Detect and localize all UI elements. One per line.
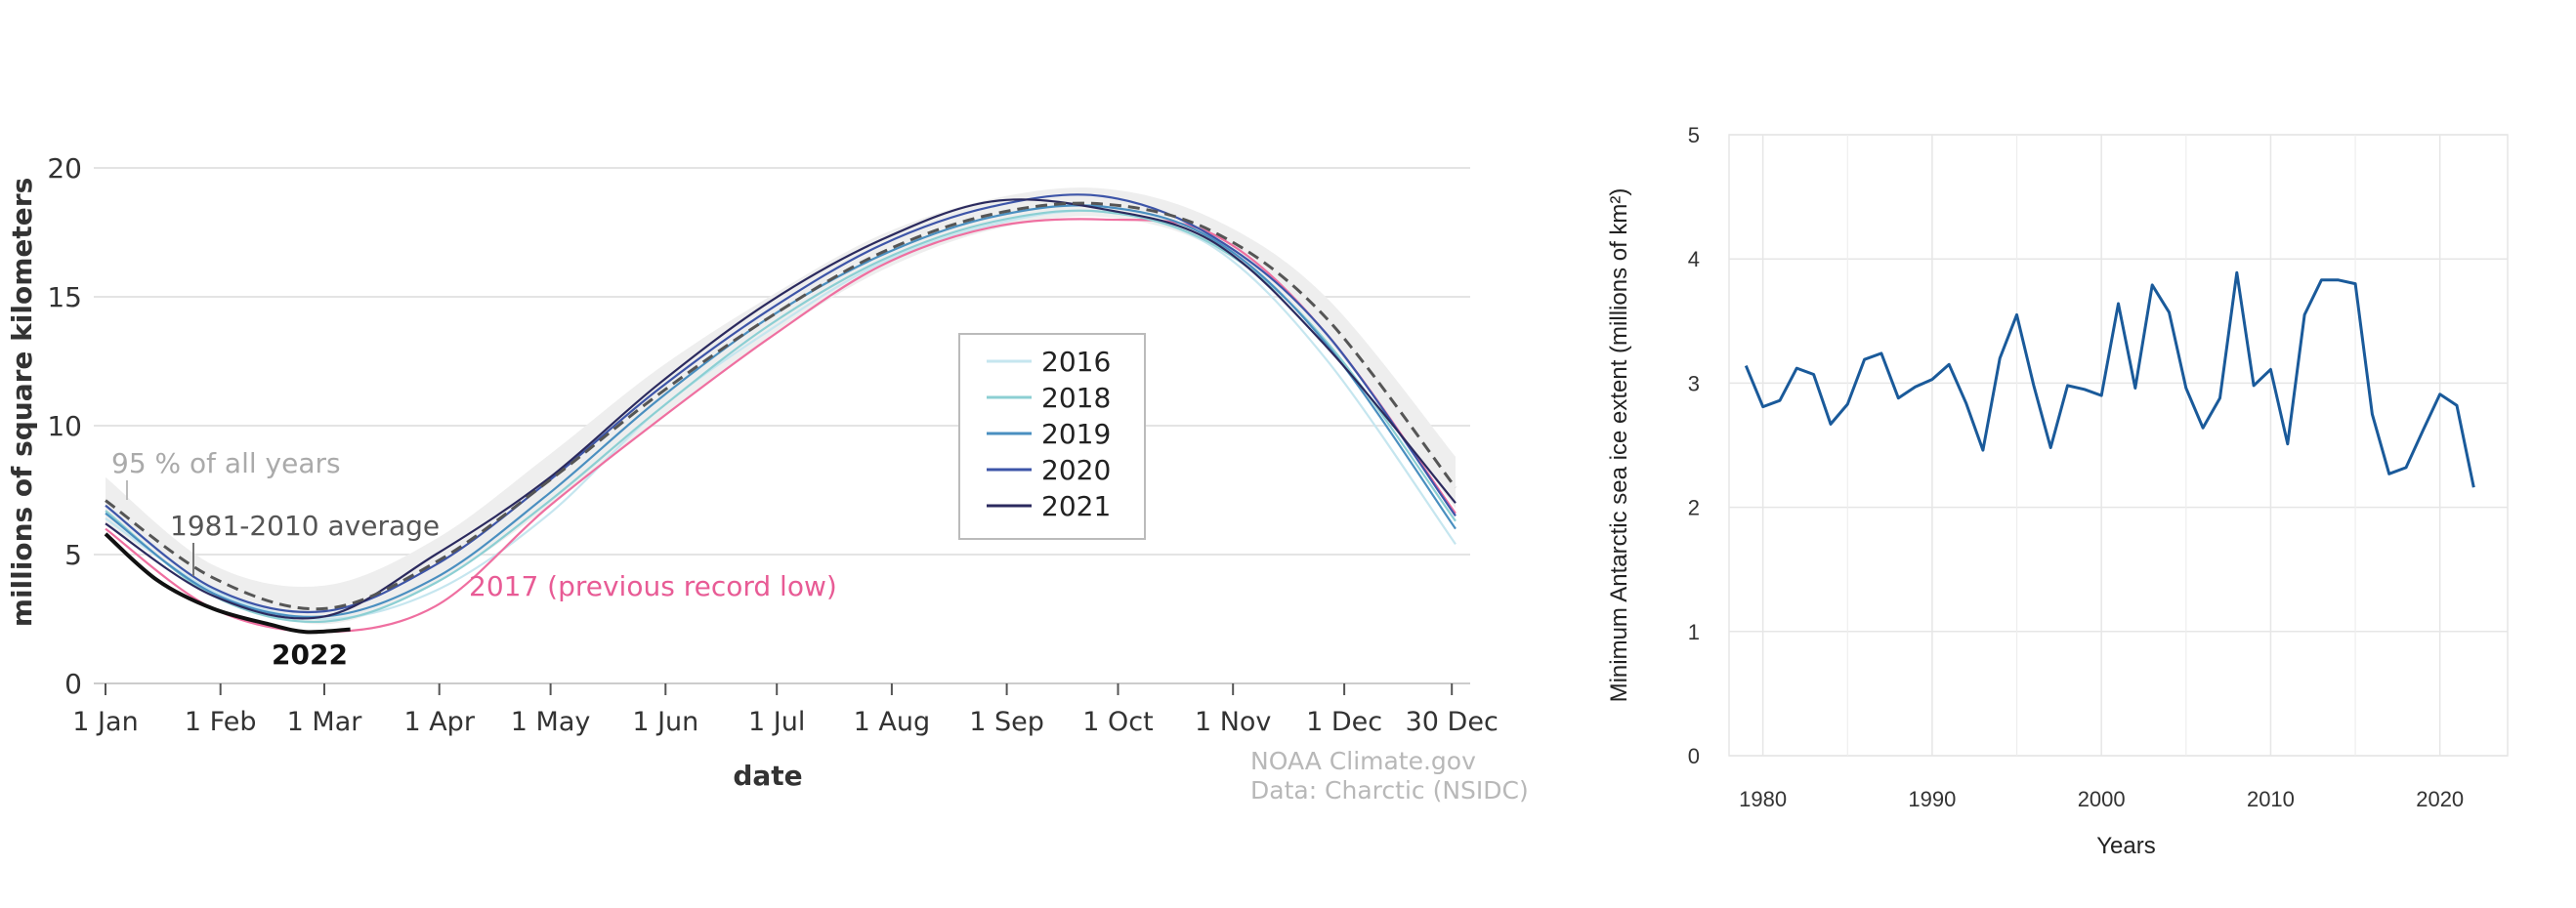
x-tick-label: 1980	[1739, 787, 1787, 811]
percentile-band	[106, 187, 1456, 625]
x-tick-label: 2000	[2078, 787, 2126, 811]
credit-line-1: NOAA Climate.gov	[1250, 747, 1476, 775]
x-tick-label: 1 Feb	[185, 707, 257, 737]
annual-minimum-plot: 0 1 2 3 4 5 1980 1990 2000 2010 2020 Minimum Antarc…	[1606, 123, 2509, 859]
average-label: 1981-2010 average	[170, 510, 440, 542]
x-tick-label: 1990	[1908, 787, 1956, 811]
legend-label-2020: 2020	[1041, 454, 1111, 486]
plot-frame	[1728, 134, 2509, 757]
series-line-2016	[105, 209, 1457, 621]
legend-label-2016: 2016	[1041, 346, 1111, 378]
x-tick-label: 1 Dec	[1306, 707, 1382, 737]
y-tick-label: 1	[1688, 620, 1700, 644]
minimum-extent-annual-chart: 0 1 2 3 4 5 1980 1990 2000 2010 2020 Minimum Antarc…	[1573, 0, 2559, 908]
average-line	[105, 201, 1457, 611]
x-tick-label: 1 Aug	[854, 707, 930, 737]
y-tick-label: 5	[64, 539, 82, 571]
legend-label-2018: 2018	[1041, 382, 1111, 414]
x-tick-label: 1 Oct	[1082, 707, 1153, 737]
minimum-extent-line	[1744, 270, 2475, 488]
x-tick-label: 1 May	[511, 707, 591, 737]
x-tick-label: 1 Mar	[287, 707, 363, 737]
y-tick-label: 0	[64, 668, 82, 700]
credit-line-2: Data: Charctic (NSIDC)	[1250, 776, 1529, 805]
y-axis-title: Minimum Antarctic sea ice extent (millio…	[1606, 188, 1632, 703]
record-low-label: 2017 (previous record low)	[469, 570, 837, 602]
series-line-2022	[104, 532, 351, 635]
x-tick-label: 1 Jun	[632, 707, 698, 737]
x-tick-label: 1 Nov	[1195, 707, 1271, 737]
legend-label-2021: 2021	[1041, 490, 1111, 522]
x-tick-label: 2020	[2416, 787, 2464, 811]
y-axis-title: millions of square kilometers	[6, 178, 38, 627]
y-tick-label: 2	[1688, 496, 1700, 520]
x-axis-title: Years	[2096, 833, 2156, 859]
x-tick-label: 1 Sep	[969, 707, 1044, 737]
band-label: 95 % of all years	[111, 447, 341, 479]
series-line-2020	[105, 193, 1457, 614]
y-tick-label: 5	[1688, 123, 1700, 147]
series-line-2021	[105, 198, 1457, 620]
x-tick-label: 30 Dec	[1406, 707, 1499, 737]
y-tick-label: 10	[47, 410, 82, 442]
y-tick-label: 15	[47, 281, 82, 313]
y-tick-label: 20	[47, 152, 82, 185]
legend: 2016 2018 2019 2020 2021	[958, 333, 1146, 540]
y-tick-label: 0	[1688, 744, 1700, 768]
x-tick-label: 1 Apr	[403, 707, 475, 737]
daily-extent-plot: 0 5 10 15 20 1 Jan 1 Feb 1 Mar 1 Apr 1 May 1 Jun 1 …	[6, 152, 1529, 805]
sea-ice-extent-daily-chart: 0 5 10 15 20 1 Jan 1 Feb 1 Mar 1 Apr 1 May 1 Jun 1 …	[6, 152, 1529, 805]
y-tick-label: 3	[1688, 371, 1700, 395]
x-tick-label: 1 Jan	[72, 707, 138, 737]
current-year-label: 2022	[272, 639, 348, 671]
x-tick-label: 1 Jul	[748, 707, 805, 737]
legend-label-2019: 2019	[1041, 418, 1111, 450]
x-axis-title: date	[733, 760, 802, 792]
x-tick-label: 2010	[2247, 787, 2295, 811]
y-tick-label: 4	[1688, 247, 1700, 271]
